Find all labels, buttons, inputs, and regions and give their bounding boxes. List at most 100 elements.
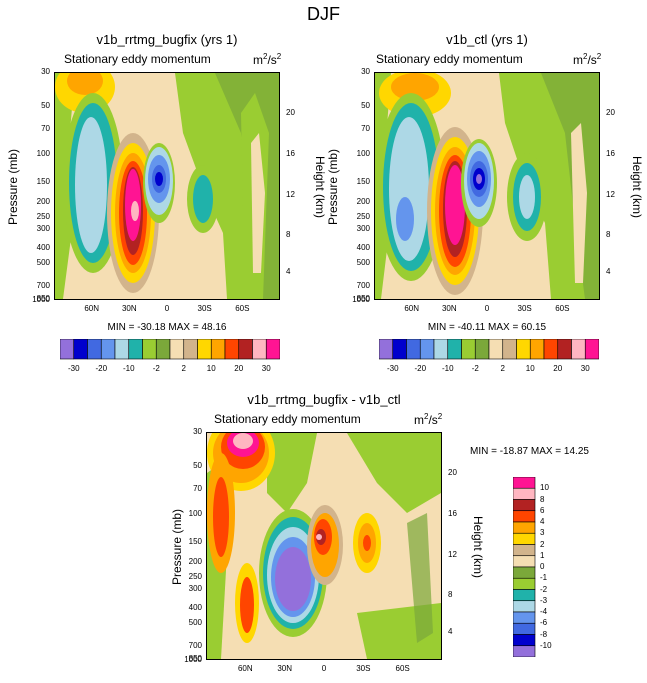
panel1-height-tick-label: 4 <box>286 266 291 276</box>
panel1-ytick-label: 30 <box>41 67 50 76</box>
colorbar-diff-label: -10 <box>540 640 552 650</box>
panel3-ytick-label: 70 <box>193 484 202 494</box>
panel3-xtick-label: 30S <box>356 664 371 673</box>
colorbar-top-right-swatch <box>516 339 531 360</box>
colorbar-top-right-swatch <box>571 339 586 360</box>
colorbar-diff-swatch <box>513 589 536 602</box>
colorbar-top-right-swatch <box>433 339 449 360</box>
colorbar-top-right-label: 2 <box>500 364 505 373</box>
colorbar-top-label: -2 <box>152 364 160 373</box>
colorbar-top-right-swatches <box>379 339 599 360</box>
colorbar-diff-swatch <box>513 477 536 489</box>
panel1-xtick-label: 60N <box>84 304 99 313</box>
panel1-ytick-label: 50 <box>41 101 50 111</box>
colorbar-diff-swatches <box>513 477 536 657</box>
panel1-units: m2/s2 <box>253 52 282 67</box>
panel3-units: m2/s2 <box>414 412 443 427</box>
colorbar-diff-label: -6 <box>540 618 548 628</box>
p1-zero-streak <box>251 133 265 273</box>
panel2-ytick-label: 700 <box>356 280 370 290</box>
panel1-xtick-label: 30S <box>197 304 212 313</box>
colorbar-diff-label: 4 <box>540 517 545 526</box>
panel3-ytick-label: 850 <box>188 653 202 663</box>
panel2-ytick-label: 500 <box>356 258 370 268</box>
colorbar-top-right <box>379 339 599 361</box>
colorbar-top-swatch <box>252 339 267 360</box>
colorbar-diff-label: 1 <box>540 550 545 560</box>
panel2-height-tick-label: 16 <box>606 149 615 159</box>
colorbar-top-swatch <box>238 339 253 360</box>
colorbar-top-swatch <box>197 339 212 360</box>
colorbar-top-right-label: -2 <box>471 364 479 373</box>
panel1-height-tick-label: 8 <box>286 230 291 240</box>
panel2-ylabel: Pressure (mb) <box>326 149 340 226</box>
p3-green-top <box>267 433 317 513</box>
panel1-ytick-label: 100 <box>36 148 50 158</box>
p3-lower-red <box>240 577 254 633</box>
colorbar-top-right-label: -30 <box>386 364 399 373</box>
p2-eq-min <box>476 174 482 184</box>
panel3-ytick-label: 50 <box>193 461 202 471</box>
panel1-ylabel-right: Height (km) <box>313 155 327 218</box>
colorbar-diff-swatch <box>513 510 536 523</box>
colorbar-top-right-label: 10 <box>525 364 535 373</box>
colorbar-top-right-swatch <box>461 339 476 360</box>
p2-s-light <box>519 175 535 219</box>
colorbar-top-right-swatch <box>392 339 407 360</box>
p1-neg-inner <box>75 117 107 253</box>
panel2-ytick-label: 400 <box>356 243 370 253</box>
colorbar-top-right-swatch <box>543 339 559 360</box>
colorbar-diff-swatch <box>513 532 536 545</box>
p2-pos-magenta <box>445 165 465 245</box>
colorbar-diff-swatch <box>513 600 536 613</box>
panel3-height-tick-label: 12 <box>448 550 457 560</box>
panel2-title: v1b_ctl (yrs 1) <box>446 32 528 47</box>
colorbar-diff-swatch <box>513 487 536 500</box>
panel3-left-label: Stationary eddy momentum <box>214 412 361 426</box>
panel1-left-label: Stationary eddy momentum <box>64 52 211 66</box>
panel2-ytick-label: 250 <box>356 211 370 221</box>
panel2-ytick-label: 850 <box>356 293 370 303</box>
colorbar-top-swatch <box>142 339 157 360</box>
panel2-ytick-label: 150 <box>356 176 370 186</box>
colorbar-diff-label: 0 <box>540 562 545 571</box>
panel1-ytick-label: 850 <box>36 293 50 303</box>
panel1-xtick-label: 30N <box>121 304 137 313</box>
panel2-left-label: Stationary eddy momentum <box>376 52 523 66</box>
panel2-ytick-label: 200 <box>356 196 370 206</box>
panel2-ytick-label: 30 <box>361 67 370 76</box>
panel2-height-tick-label: 20 <box>606 108 615 118</box>
panel1-ytick-label: 200 <box>36 196 50 206</box>
panel1-xtick-label: 0 <box>164 304 170 313</box>
colorbar-diff-swatch <box>513 555 536 568</box>
colorbar-top-swatch <box>87 339 102 360</box>
panel2-plot-area <box>374 72 600 300</box>
colorbar-top-right-swatch <box>474 339 490 360</box>
panel2-units: m2/s2 <box>573 52 602 67</box>
panel3-height-tick-label: 8 <box>448 590 453 600</box>
colorbar-top-right-swatch <box>584 339 599 360</box>
p3-green-streak <box>407 513 433 643</box>
colorbar-diff-swatch <box>513 499 536 512</box>
panel3-ytick-label: 700 <box>188 640 202 650</box>
colorbar-top-swatches <box>60 339 280 360</box>
panel3-contour <box>207 433 441 659</box>
colorbar-top-right-label: 20 <box>553 364 563 373</box>
panel3-height-tick-label: 20 <box>448 468 457 478</box>
colorbar-diff-label: -3 <box>540 595 548 605</box>
colorbar-diff-label: 8 <box>540 494 545 504</box>
colorbar-top-swatch <box>224 339 240 360</box>
colorbar-diff-swatch <box>513 634 536 647</box>
colorbar-top-label: -30 <box>67 364 80 373</box>
p3-eq-pink <box>316 534 322 540</box>
colorbar-top-right-swatch <box>557 339 572 360</box>
panel1-height-tick-label: 16 <box>286 149 295 159</box>
panel1-plot-area <box>54 72 280 300</box>
colorbar-top <box>60 339 280 361</box>
panel2-xtick-label: 30N <box>441 304 457 313</box>
p3-s-red <box>363 535 371 551</box>
p3-neg-core <box>275 547 311 611</box>
colorbar-top-swatch <box>114 339 130 360</box>
panel1-ytick-label: 700 <box>36 280 50 290</box>
colorbar-top-label: -10 <box>122 364 135 373</box>
